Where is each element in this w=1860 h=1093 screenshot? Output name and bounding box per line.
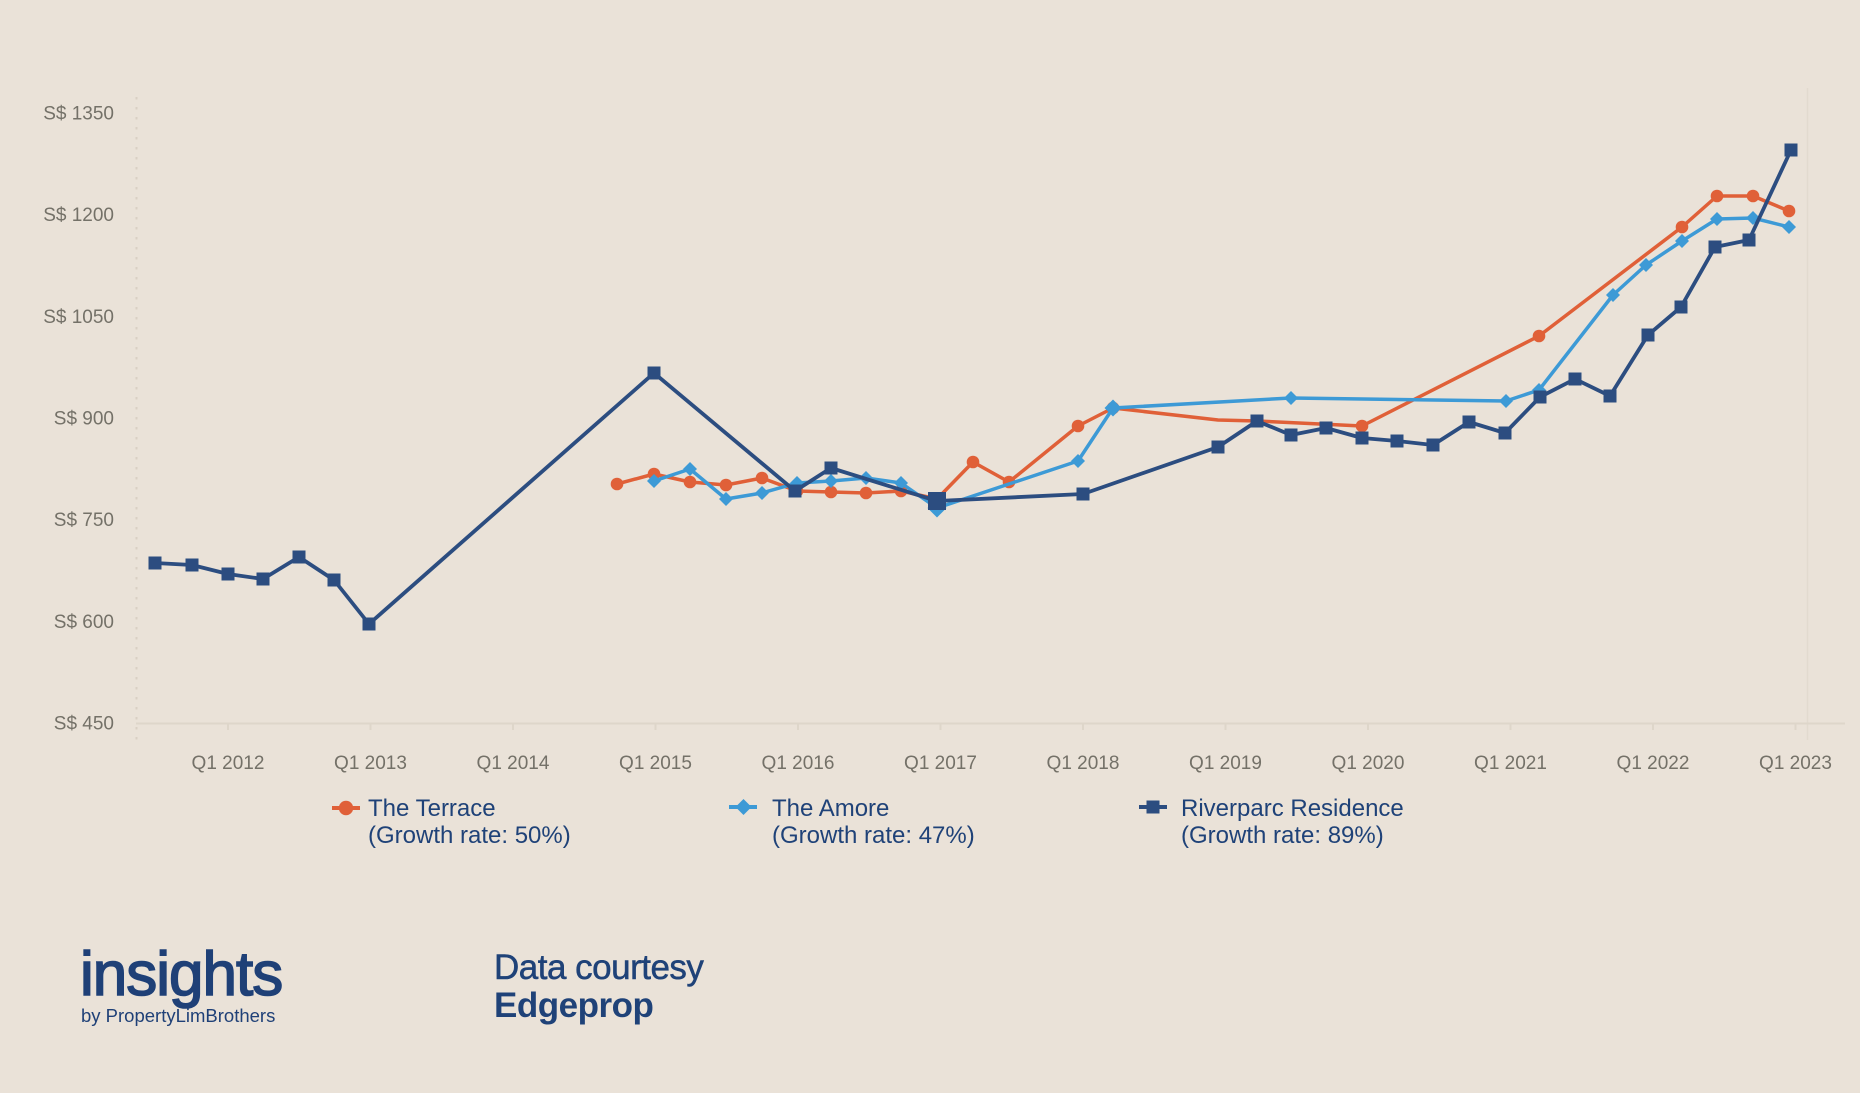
svg-text:(Growth rate: 89%): (Growth rate: 89%) (1181, 822, 1384, 849)
svg-text:Q1 2019: Q1 2019 (1189, 753, 1262, 774)
svg-text:Q1 2013: Q1 2013 (334, 753, 407, 774)
svg-text:Q1 2018: Q1 2018 (1047, 753, 1120, 774)
svg-text:Q1 2023: Q1 2023 (1759, 753, 1832, 774)
svg-text:The Terrace: The Terrace (368, 795, 496, 822)
svg-text:insights: insights (80, 940, 282, 1009)
svg-text:Riverparc Residence: Riverparc Residence (1181, 795, 1404, 822)
svg-text:by PropertyLimBrothers: by PropertyLimBrothers (81, 1005, 275, 1026)
svg-text:S$ 1200: S$ 1200 (43, 205, 114, 226)
svg-text:Q1 2021: Q1 2021 (1474, 753, 1547, 774)
svg-text:S$ 900: S$ 900 (54, 409, 114, 430)
svg-text:S$ 1350: S$ 1350 (43, 104, 114, 125)
svg-text:Data courtesy: Data courtesy (494, 948, 704, 987)
svg-text:Q1 2014: Q1 2014 (477, 753, 550, 774)
svg-text:The Amore: The Amore (772, 795, 889, 822)
svg-text:(Growth rate: 47%): (Growth rate: 47%) (772, 822, 975, 849)
svg-text:S$ 600: S$ 600 (54, 612, 114, 633)
svg-text:S$ 1050: S$ 1050 (43, 307, 114, 328)
svg-text:Q1 2020: Q1 2020 (1332, 753, 1405, 774)
svg-text:S$ 750: S$ 750 (54, 510, 114, 531)
svg-text:Q1 2015: Q1 2015 (619, 753, 692, 774)
svg-text:Q1 2012: Q1 2012 (192, 753, 265, 774)
svg-text:Q1 2016: Q1 2016 (762, 753, 835, 774)
svg-text:(Growth rate: 50%): (Growth rate: 50%) (368, 822, 571, 849)
svg-text:Q1 2017: Q1 2017 (904, 753, 977, 774)
svg-text:Q1 2022: Q1 2022 (1617, 753, 1690, 774)
svg-text:Edgeprop: Edgeprop (494, 986, 653, 1025)
svg-text:S$ 450: S$ 450 (54, 714, 114, 735)
